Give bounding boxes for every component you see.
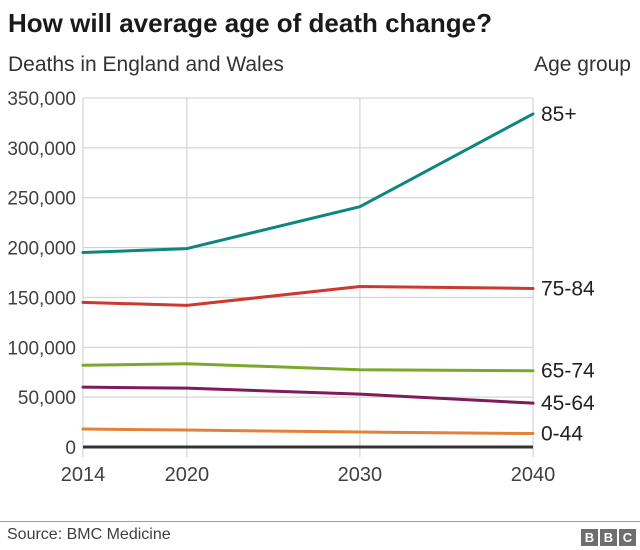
bbc-logo-letter: B: [581, 529, 598, 546]
x-tick-label: 2040: [511, 464, 556, 486]
y-tick-label: 50,000: [18, 388, 76, 409]
legend-heading: Age group: [534, 53, 631, 76]
line-chart: 2014 2020 2030 2040 0 50,000 100,000 150,000 200…: [7, 89, 595, 486]
series-line-75-84: [81, 284, 535, 307]
source-attribution: Source: BMC Medicine: [7, 526, 171, 543]
y-tick-label: 0: [65, 438, 76, 459]
series-label-75-84: 75-84: [541, 277, 595, 300]
bbc-logo-letter: C: [619, 529, 636, 546]
bbc-logo: B B C: [581, 529, 636, 546]
x-tick-label: 2020: [165, 464, 210, 486]
chart-y-axis-title: Deaths in England and Wales: [8, 53, 284, 76]
y-tick-label: 350,000: [7, 89, 76, 110]
page-title: How will average age of death change?: [8, 8, 493, 38]
footer: Source: BMC Medicine B B C: [0, 521, 640, 550]
series-line-45-64: [81, 385, 535, 405]
series-line-85+: [81, 112, 535, 255]
series-label-85+: 85+: [541, 103, 577, 126]
y-tick-label: 200,000: [7, 239, 76, 260]
y-tick-label: 250,000: [7, 189, 76, 210]
series-label-65-74: 65-74: [541, 360, 595, 383]
y-tick-label: 100,000: [7, 338, 76, 359]
series-line-0-44: [81, 427, 535, 436]
bbc-logo-letter: B: [600, 529, 617, 546]
series-label-45-64: 45-64: [541, 392, 595, 415]
series-line-65-74: [81, 362, 535, 373]
series-label-0-44: 0-44: [541, 423, 583, 446]
y-tick-label: 300,000: [7, 139, 76, 160]
x-tick-label: 2030: [338, 464, 383, 486]
y-tick-label: 150,000: [7, 288, 76, 309]
x-tick-label: 2014: [61, 464, 106, 486]
